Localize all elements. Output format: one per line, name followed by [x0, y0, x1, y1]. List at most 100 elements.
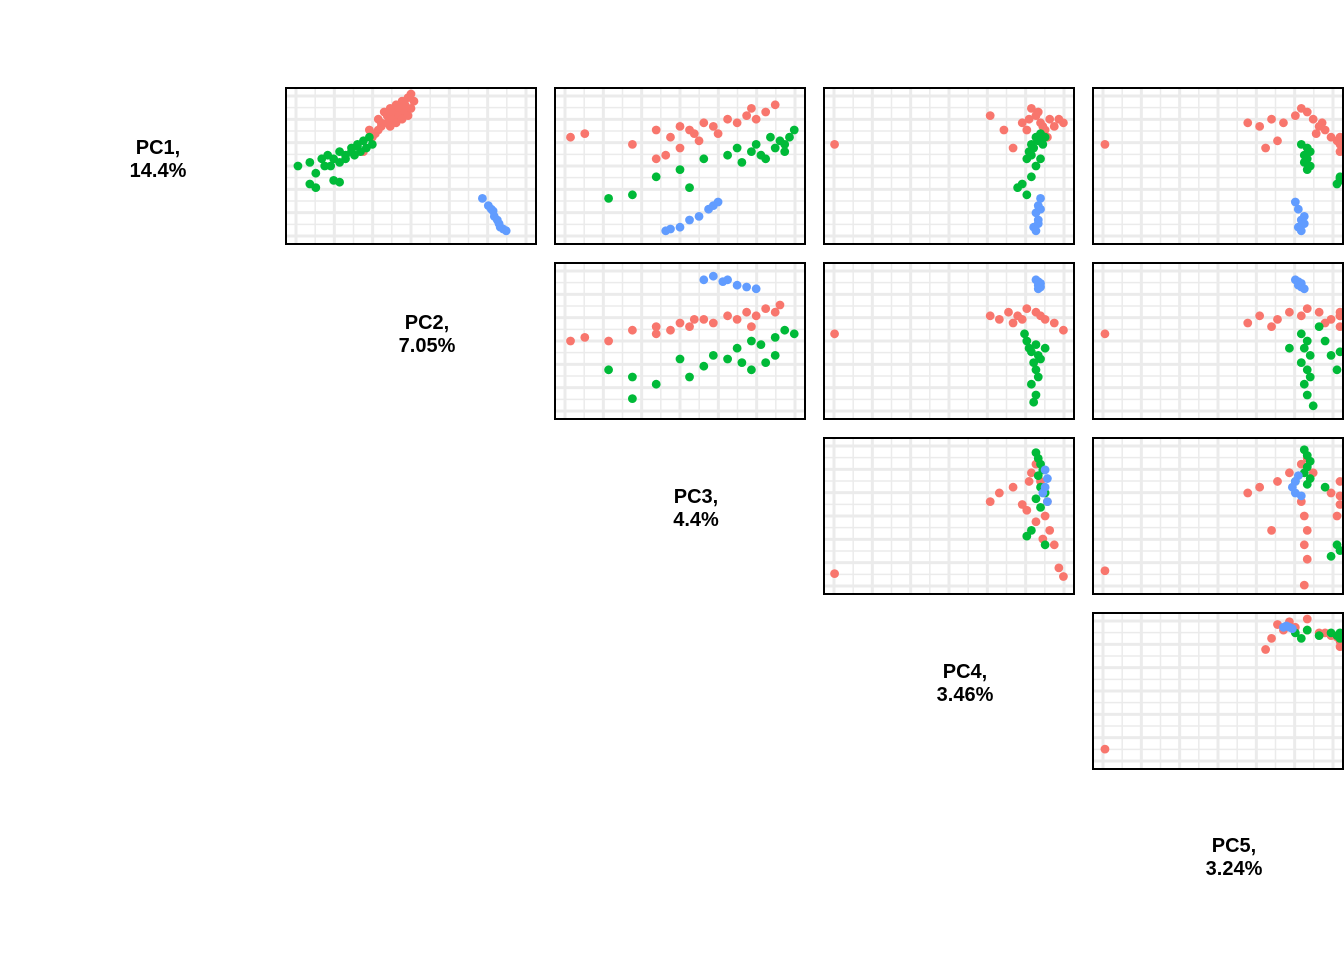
data-point-group-2 — [737, 158, 747, 167]
data-point-group-1 — [651, 154, 661, 164]
data-point-group-1 — [373, 125, 383, 135]
data-point-group-1 — [1255, 482, 1265, 492]
data-point-group-1 — [651, 329, 661, 339]
data-point-group-3 — [699, 275, 709, 285]
data-point-group-1 — [1045, 526, 1055, 535]
data-point-group-1 — [580, 129, 590, 139]
data-point-group-1 — [732, 315, 742, 324]
data-point-group-2 — [1033, 471, 1043, 481]
data-point-group-1 — [403, 111, 413, 120]
data-point-group-1 — [1243, 488, 1253, 498]
data-point-group-1 — [1326, 488, 1336, 498]
data-point-group-2 — [1040, 132, 1050, 142]
data-point-group-1 — [699, 315, 709, 324]
data-point-group-2 — [1320, 336, 1330, 346]
data-point-group-3 — [1033, 284, 1043, 294]
data-point-group-1 — [406, 104, 416, 113]
pc3-label: PC3, — [674, 486, 718, 508]
data-point-group-1 — [628, 140, 637, 149]
data-point-group-1 — [675, 318, 685, 328]
data-point-group-1 — [1273, 315, 1282, 324]
data-point-group-2 — [1302, 390, 1312, 400]
data-point-group-2 — [699, 361, 709, 371]
data-point-group-2 — [737, 358, 747, 367]
data-point-group-1 — [708, 318, 718, 328]
data-point-group-2 — [1033, 372, 1043, 382]
data-point-group-3 — [501, 226, 511, 236]
data-point-group-3 — [732, 280, 742, 290]
panel-pc1-vs-pc2 — [285, 87, 537, 245]
data-point-group-2 — [1031, 161, 1041, 171]
panel-border — [823, 87, 1075, 245]
data-point-group-2 — [789, 329, 799, 339]
data-point-group-1 — [1059, 572, 1068, 581]
data-point-group-3 — [708, 271, 718, 281]
data-point-group-1 — [1267, 526, 1276, 535]
pc1-variance: 14.4% — [130, 160, 187, 182]
data-point-group-1 — [1335, 491, 1344, 501]
data-point-group-1 — [580, 333, 590, 342]
data-point-group-3 — [1299, 284, 1309, 294]
panel-border — [285, 87, 537, 245]
data-point-group-2 — [685, 183, 694, 193]
data-point-group-1 — [1022, 304, 1032, 313]
data-point-group-2 — [1022, 190, 1032, 200]
data-point-group-2 — [1302, 336, 1312, 346]
data-point-group-2 — [1026, 172, 1036, 182]
panel-pc1-vs-pc4 — [823, 87, 1075, 245]
data-point-group-2 — [1296, 358, 1306, 367]
data-point-group-1 — [1255, 311, 1265, 321]
data-point-group-2 — [1326, 351, 1336, 360]
data-point-group-3 — [1290, 197, 1300, 207]
data-point-group-2 — [1335, 546, 1344, 555]
data-point-group-2 — [1305, 351, 1315, 360]
data-point-group-2 — [1013, 183, 1023, 193]
panel-border — [1092, 87, 1344, 245]
data-point-group-1 — [830, 569, 839, 578]
pc1-label: PC1, — [136, 137, 180, 159]
data-point-group-1 — [1008, 143, 1018, 153]
data-point-group-1 — [1317, 118, 1327, 128]
data-point-group-1 — [713, 129, 723, 139]
data-point-group-1 — [994, 315, 1004, 324]
data-point-group-2 — [1326, 551, 1336, 561]
panel-pc1-vs-pc5 — [1092, 87, 1344, 245]
data-point-group-1 — [1100, 566, 1110, 576]
data-point-group-3 — [666, 224, 675, 234]
pc2-label: PC2, — [405, 312, 449, 334]
data-point-group-2 — [364, 132, 374, 142]
data-point-group-1 — [1285, 468, 1294, 478]
data-point-group-2 — [780, 147, 790, 157]
data-point-group-1 — [1314, 307, 1324, 317]
data-point-group-2 — [1320, 482, 1330, 492]
data-point-group-1 — [1311, 129, 1321, 139]
data-point-group-1 — [1017, 315, 1027, 324]
data-point-group-2 — [747, 365, 756, 375]
data-point-group-1 — [1255, 122, 1265, 131]
data-point-group-1 — [675, 143, 685, 153]
data-point-group-1 — [985, 311, 995, 321]
data-point-group-2 — [1299, 343, 1309, 353]
data-point-group-2 — [628, 394, 637, 403]
data-point-group-1 — [1100, 744, 1110, 754]
data-point-group-1 — [666, 325, 675, 335]
pc3-variance: 4.4% — [673, 509, 719, 531]
data-point-group-2 — [1026, 150, 1036, 160]
data-point-group-1 — [1036, 311, 1045, 321]
data-point-group-2 — [1296, 633, 1306, 643]
data-point-group-2 — [1302, 625, 1312, 635]
data-point-group-1 — [1008, 482, 1018, 492]
data-point-group-2 — [1314, 322, 1324, 331]
data-point-group-2 — [723, 150, 732, 160]
data-point-group-1 — [1302, 554, 1312, 564]
data-point-group-1 — [999, 125, 1009, 135]
data-point-group-2 — [1038, 140, 1048, 149]
data-point-group-2 — [1020, 329, 1029, 339]
data-point-group-2 — [651, 172, 661, 182]
data-point-group-2 — [675, 165, 685, 175]
data-point-group-2 — [1029, 358, 1039, 367]
data-point-group-2 — [766, 132, 775, 142]
data-point-group-1 — [566, 132, 575, 142]
data-point-group-3 — [713, 197, 723, 207]
panel-border — [1092, 437, 1344, 595]
